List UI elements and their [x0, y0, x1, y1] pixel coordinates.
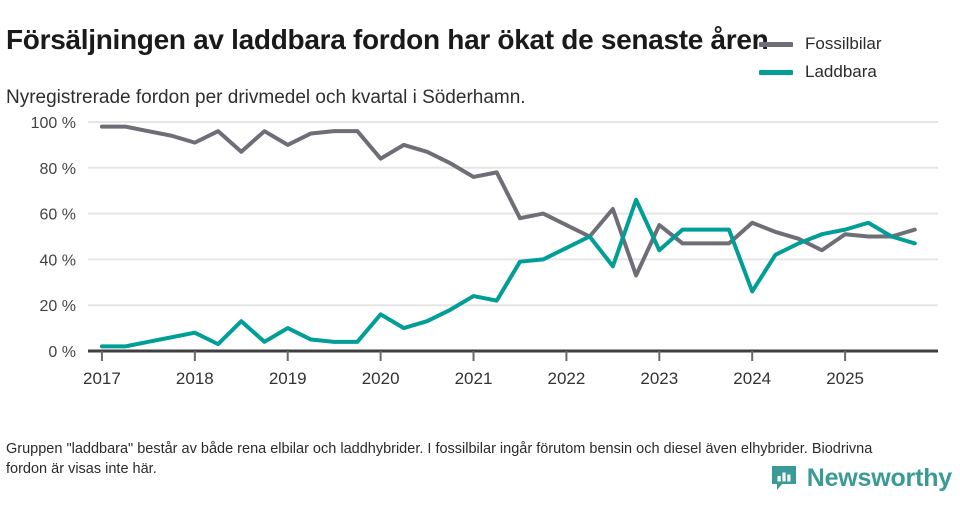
chart-x-axis-labels: 2017 2018 2019 2020 2021 2022 2023 2024 2025 [83, 369, 864, 388]
page-title: Försäljningen av laddbara fordon har öka… [6, 23, 769, 55]
x-axis-tick-label: 2021 [455, 369, 493, 388]
x-axis-tick-label: 2017 [83, 369, 121, 388]
chart-plot-area: 0 % 20 % 40 % 60 % 80 % 100 % 2017 2018 2019 202… [0, 105, 960, 395]
series-line-laddbara [99, 197, 917, 349]
x-axis-tick-label: 2019 [269, 369, 307, 388]
bar-chart-bubble-icon [769, 463, 799, 493]
x-axis-tick-label: 2018 [176, 369, 214, 388]
legend-item-laddbara[interactable]: Laddbara [759, 58, 944, 86]
y-axis-tick-label: 60 % [40, 207, 76, 224]
y-axis-tick-label: 100 % [31, 115, 76, 132]
legend-label-fossilbilar: Fossilbilar [805, 34, 882, 53]
x-axis-tick-label: 2024 [733, 369, 771, 388]
x-axis-tick-label: 2023 [640, 369, 678, 388]
chart-y-axis-labels: 0 % 20 % 40 % 60 % 80 % 100 % [31, 115, 76, 361]
newsworthy-logo[interactable]: Newsworthy [769, 463, 952, 493]
x-axis-tick-label: 2025 [826, 369, 864, 388]
x-axis-tick-label: 2020 [362, 369, 400, 388]
chart-subtitle: Nyregistrerade fordon per drivmedel och … [6, 87, 526, 108]
chart-x-axis-ticks [100, 351, 847, 361]
y-axis-tick-label: 0 % [48, 344, 76, 361]
legend-swatch-laddbara [759, 69, 793, 75]
legend-label-laddbara: Laddbara [805, 62, 877, 81]
chart-footnote: Gruppen "laddbara" består av både rena e… [6, 440, 873, 478]
y-axis-tick-label: 80 % [40, 161, 76, 178]
y-axis-tick-label: 20 % [40, 298, 76, 315]
legend-swatch-fossilbilar [759, 41, 793, 47]
chart-gridlines [88, 121, 938, 307]
brand-name: Newsworthy [806, 463, 952, 492]
y-axis-tick-label: 40 % [40, 252, 76, 269]
line-chart-svg: 0 % 20 % 40 % 60 % 80 % 100 % 2017 2018 2019 202… [31, 115, 938, 388]
chart-series-lines [99, 124, 917, 349]
x-axis-tick-label: 2022 [548, 369, 586, 388]
chart-legend: Fossilbilar Laddbara [759, 30, 944, 86]
legend-item-fossilbilar[interactable]: Fossilbilar [759, 30, 944, 58]
series-line-fossilbilar [99, 124, 917, 278]
